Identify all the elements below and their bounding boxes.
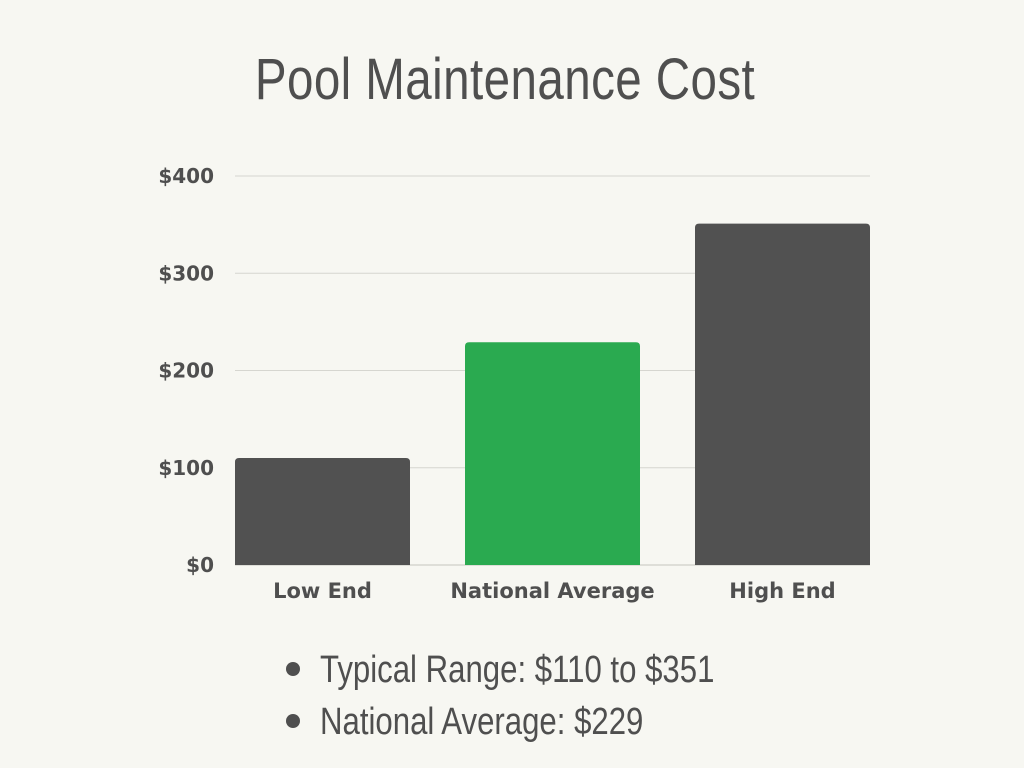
summary-item-national-average: National Average: $229 [286,696,801,748]
x-category-label: Low End [273,579,372,603]
bars [235,223,870,565]
y-tick-label: $0 [186,553,214,577]
bar-high-end [695,223,870,565]
bullet-icon [286,661,300,676]
summary-text: Typical Range: $110 to $351 [320,649,715,691]
summary-list: Typical Range: $110 to $351 National Ave… [286,644,801,748]
chart-title: Pool Maintenance Cost [254,47,756,112]
bullet-icon [286,713,300,728]
y-tick-label: $400 [158,164,214,188]
bar-chart: $0 $100 $200 $300 $400 Low End National Avera… [158,164,870,603]
y-tick-label: $300 [158,261,214,285]
summary-item-typical-range: Typical Range: $110 to $351 [286,644,801,696]
x-category-label: National Average [450,579,654,603]
y-tick-label: $200 [158,359,214,383]
y-tick-label: $100 [158,456,214,480]
bar-low-end [235,458,410,565]
bar-national-average [465,342,640,565]
summary-text: National Average: $229 [320,701,644,743]
y-axis-ticks: $0 $100 $200 $300 $400 [158,164,214,577]
x-category-label: High End [729,579,835,603]
x-axis-categories: Low End National Average High End [273,579,836,603]
